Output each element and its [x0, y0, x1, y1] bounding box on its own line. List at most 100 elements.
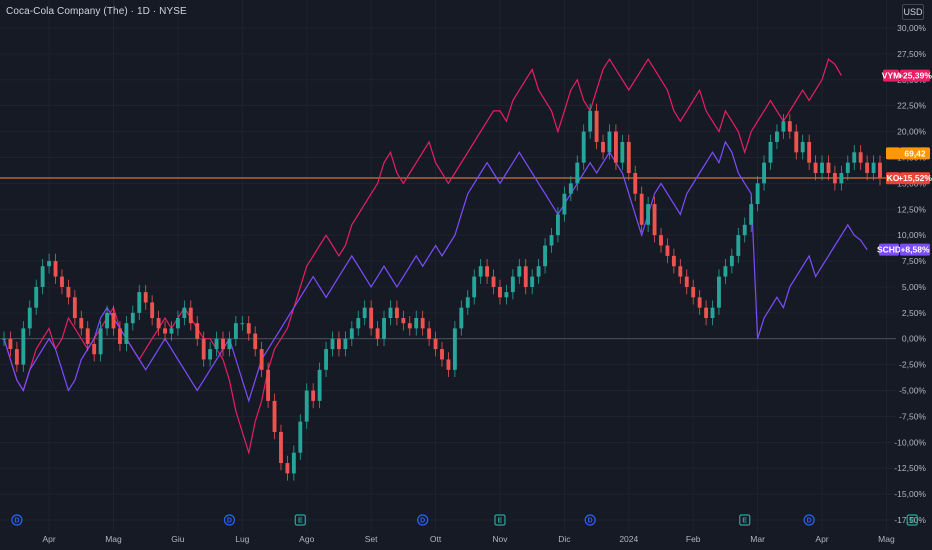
candle-body — [691, 286, 696, 298]
dividend-event-icon[interactable] — [11, 514, 23, 526]
y-tick-label: 10,00% — [897, 230, 926, 240]
candle-body — [317, 369, 322, 401]
series-line-schd[interactable] — [3, 140, 868, 403]
y-tick-label: -15,00% — [894, 489, 926, 499]
candle-body — [163, 328, 167, 334]
x-tick-label: Dic — [558, 534, 571, 544]
candle-body — [143, 292, 148, 303]
candle-body — [343, 338, 348, 350]
candle-body — [137, 292, 142, 313]
y-tick-label: 2,50% — [902, 308, 927, 318]
candle-body — [865, 162, 870, 174]
y-tick-label: 0,00% — [902, 334, 927, 344]
x-tick-label: Mag — [878, 534, 895, 544]
candle-body — [14, 349, 19, 365]
y-tick-label: 22,50% — [897, 101, 926, 111]
candle-body — [800, 141, 805, 153]
candle-body — [581, 131, 586, 163]
candle-body — [330, 338, 335, 350]
currency-button[interactable]: USD — [902, 4, 924, 20]
candle-body — [291, 452, 296, 474]
event-glyph: E — [298, 518, 303, 525]
ko-symbol-tag[interactable] — [886, 147, 900, 160]
candle-body — [79, 318, 84, 329]
x-tick-label: Nov — [492, 534, 508, 544]
svg-text:+25,39%: +25,39% — [898, 71, 932, 81]
dividend-event-icon[interactable] — [417, 514, 429, 526]
dividend-event-icon[interactable] — [803, 514, 815, 526]
candle-body — [324, 349, 328, 370]
candle-body — [105, 312, 109, 329]
earnings-event-icon[interactable] — [294, 514, 306, 526]
candle-body — [601, 141, 605, 153]
candle-body — [465, 297, 470, 308]
ko-name-tag[interactable]: KO — [886, 172, 900, 185]
candle-body — [53, 261, 58, 277]
earnings-event-icon[interactable] — [739, 514, 751, 526]
x-tick-label: Ago — [299, 534, 314, 544]
ko-value-tag[interactable]: +15,52% — [898, 172, 932, 185]
dividend-event-icon[interactable] — [223, 514, 236, 526]
y-tick-label: -17,50% — [894, 515, 926, 525]
candle-body — [762, 162, 766, 184]
candle-body — [820, 162, 824, 174]
candle-body — [472, 276, 477, 298]
candle-body — [279, 431, 283, 464]
candle-body — [504, 292, 509, 298]
events-row[interactable]: DDEDEDEDEDEDEEDED — [11, 514, 932, 526]
candle-body — [775, 131, 779, 142]
x-tick-label: Lug — [235, 534, 249, 544]
candle-body — [72, 297, 77, 319]
candle-body — [2, 338, 6, 340]
ko-price-tag[interactable]: 69,42 — [900, 147, 930, 160]
candle-body — [98, 328, 103, 355]
dividend-event-icon[interactable] — [584, 514, 596, 526]
schd-name-tag[interactable]: SCHD — [877, 243, 901, 256]
event-glyph: D — [14, 518, 19, 525]
candle-body — [40, 266, 45, 287]
candle-body — [717, 276, 721, 308]
x-tick-label: Ott — [430, 534, 442, 544]
candle-body — [768, 141, 773, 163]
ko-candles[interactable] — [2, 103, 882, 481]
candle-body — [175, 318, 180, 329]
candle-body — [201, 338, 206, 360]
svg-text:SCHD: SCHD — [877, 245, 901, 255]
candle-body — [92, 343, 97, 355]
candle-body — [362, 307, 367, 319]
candle-body — [710, 307, 715, 319]
candle-body — [66, 286, 71, 298]
x-tick-label: Apr — [42, 534, 55, 544]
candle-body — [440, 349, 444, 360]
candle-body — [233, 323, 238, 339]
candle-body — [221, 338, 225, 350]
candle-body — [736, 235, 741, 256]
svg-text:+8,58%: +8,58% — [900, 245, 930, 255]
candle-body — [118, 328, 122, 344]
earnings-event-icon[interactable] — [494, 514, 506, 526]
x-tick-label: Feb — [686, 534, 701, 544]
candle-body — [60, 276, 64, 287]
candle-body — [156, 318, 161, 329]
candle-body — [826, 162, 831, 174]
vym-name-tag[interactable]: VYM — [882, 69, 900, 82]
candle-body — [845, 162, 850, 174]
candle-body — [749, 204, 754, 225]
candle-body — [646, 204, 651, 225]
vym-value-tag[interactable]: +25,39% — [898, 69, 932, 82]
candle-body — [208, 349, 213, 360]
candle-body — [349, 328, 354, 339]
candle-body — [878, 162, 882, 179]
candle-body — [556, 214, 560, 236]
schd-value-tag[interactable]: +8,58% — [900, 243, 930, 256]
candle-body — [523, 266, 528, 287]
earnings-event-icon[interactable] — [906, 514, 918, 526]
candle-body — [723, 266, 728, 277]
candle-body — [446, 359, 451, 370]
candle-body — [369, 307, 374, 329]
candle-body — [85, 328, 90, 344]
y-tick-label: 30,00% — [897, 23, 926, 33]
series-line-vym[interactable] — [3, 57, 842, 456]
candle-body — [813, 162, 818, 174]
